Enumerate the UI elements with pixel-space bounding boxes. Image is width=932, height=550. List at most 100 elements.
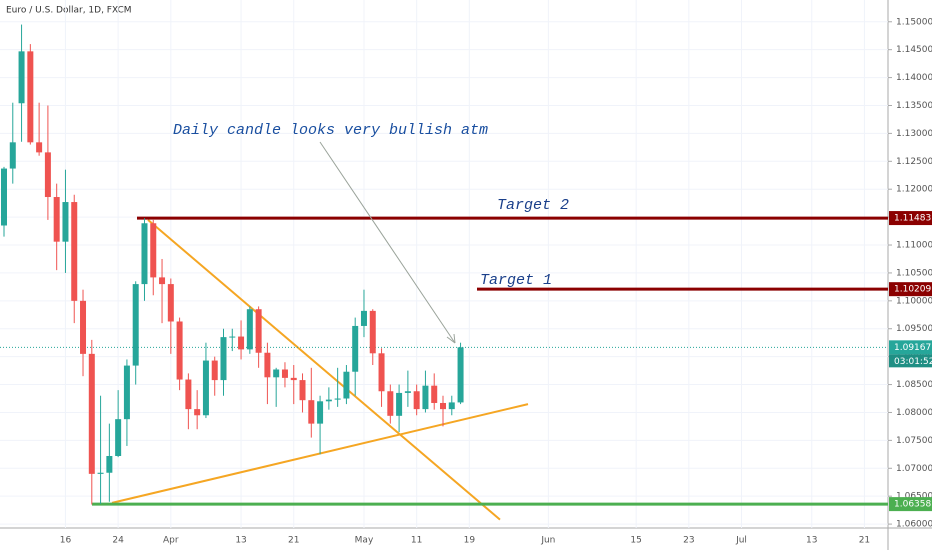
x-tick-label: Apr xyxy=(163,536,179,546)
candle-body xyxy=(106,456,113,473)
candle-body xyxy=(273,369,280,378)
candle-body xyxy=(290,377,297,381)
candle-body xyxy=(299,380,306,401)
candle-body xyxy=(167,284,174,322)
level-label: Target 1 xyxy=(480,272,552,289)
candle-body xyxy=(44,152,51,198)
x-tick-label: Jun xyxy=(540,536,555,546)
price-label: 1.06358 xyxy=(894,500,931,510)
candle-body xyxy=(238,336,245,350)
price-label: 1.09167 xyxy=(894,343,931,353)
symbol-title: Euro / U.S. Dollar, 1D, FXCM xyxy=(6,6,132,16)
candle-body xyxy=(97,472,104,474)
x-tick-label: 13 xyxy=(806,536,817,546)
candle-body xyxy=(27,51,34,143)
y-tick-label: 1.10500 xyxy=(896,268,932,278)
x-tick-label: 11 xyxy=(411,536,422,546)
candle-body xyxy=(176,321,183,380)
candle-body xyxy=(404,391,411,393)
candle-body xyxy=(422,385,429,410)
y-tick-label: 1.08500 xyxy=(896,380,932,390)
candle-body xyxy=(194,409,201,416)
countdown: 03:01:52 xyxy=(894,357,932,367)
x-tick-label: Jul xyxy=(735,536,747,546)
candle-body xyxy=(378,353,385,392)
y-tick-label: 1.12000 xyxy=(896,185,932,195)
candle-body xyxy=(1,168,7,226)
y-tick-label: 1.10000 xyxy=(896,296,932,306)
x-tick-label: 19 xyxy=(464,536,476,546)
candle-body xyxy=(80,300,87,354)
candle-body xyxy=(255,309,262,353)
candle-body xyxy=(220,337,227,381)
candle-body xyxy=(53,197,60,242)
candle-body xyxy=(62,202,69,242)
y-tick-label: 1.08000 xyxy=(896,408,932,418)
x-tick-label: May xyxy=(355,536,374,546)
candle-body xyxy=(211,360,218,381)
candle-body xyxy=(360,310,367,326)
y-tick-label: 1.14500 xyxy=(896,45,932,55)
candle-body xyxy=(185,379,192,410)
candle-body xyxy=(308,400,315,424)
candle-body xyxy=(334,398,341,400)
candle-body xyxy=(150,223,157,278)
y-tick-label: 1.06000 xyxy=(896,520,932,530)
candle-body xyxy=(413,391,420,410)
y-tick-label: 1.13500 xyxy=(896,101,932,111)
candle-body xyxy=(36,142,43,153)
candle-body xyxy=(246,309,253,350)
candle-body xyxy=(132,284,139,366)
candle-body xyxy=(325,399,332,402)
y-tick-label: 1.06500 xyxy=(896,492,932,502)
y-tick-label: 1.11000 xyxy=(896,241,932,251)
price-label-box xyxy=(889,282,932,297)
x-tick-label: 21 xyxy=(859,536,870,546)
countdown-box xyxy=(889,354,932,368)
candle-body xyxy=(71,202,78,301)
y-tick-label: 1.12500 xyxy=(896,157,932,167)
candle-body xyxy=(352,325,359,372)
candle-body xyxy=(369,310,376,354)
y-tick-label: 1.09500 xyxy=(896,324,932,334)
candle-body xyxy=(229,336,236,338)
price-label-box xyxy=(889,497,932,512)
candle-body xyxy=(88,353,95,474)
annotation-arrowhead xyxy=(446,333,456,344)
candle-body xyxy=(264,352,271,378)
candle-body xyxy=(202,360,209,416)
y-tick-label: 1.14000 xyxy=(896,73,932,83)
x-tick-label: 24 xyxy=(112,536,124,546)
x-tick-label: 15 xyxy=(630,536,641,546)
candle-body xyxy=(115,419,122,456)
x-tick-label: 16 xyxy=(60,536,72,546)
candle-body xyxy=(9,142,16,169)
price-label-box xyxy=(889,340,932,355)
candle-body xyxy=(123,365,130,420)
candle-body xyxy=(396,392,403,416)
candle-body xyxy=(448,402,455,410)
level-label: Target 2 xyxy=(497,197,569,214)
candle-body xyxy=(440,402,446,410)
candle-body xyxy=(141,223,148,285)
candle-body xyxy=(457,347,464,403)
y-tick-label: 1.07500 xyxy=(896,436,932,446)
price-label: 1.10209 xyxy=(894,285,931,295)
candle-body xyxy=(387,391,394,416)
x-tick-label: 21 xyxy=(288,536,299,546)
candle-body xyxy=(317,401,324,424)
annotation-arrow xyxy=(319,141,456,344)
candle-body xyxy=(343,371,350,399)
candle-body xyxy=(18,51,25,104)
y-tick-label: 1.15000 xyxy=(896,17,932,27)
price-label: 1.11483 xyxy=(894,214,931,224)
price-label-box xyxy=(889,211,932,226)
y-tick-label: 1.07000 xyxy=(896,464,932,474)
annotation-text: Daily candle looks very bullish atm xyxy=(173,122,488,139)
x-tick-label: 23 xyxy=(683,536,694,546)
x-tick-label: 13 xyxy=(235,536,246,546)
y-tick-label: 1.13000 xyxy=(896,129,932,139)
candle-body xyxy=(281,369,288,378)
